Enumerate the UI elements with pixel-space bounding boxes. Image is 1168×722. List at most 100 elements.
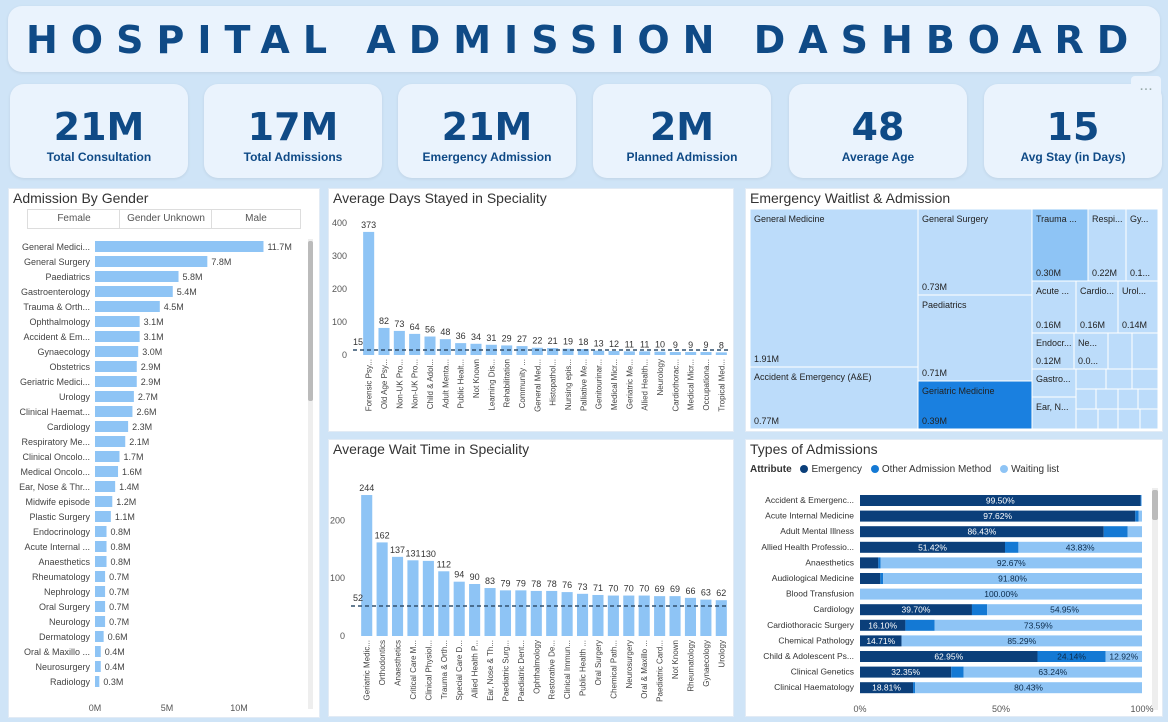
bar [95, 646, 101, 657]
y-tick-label: 0 [342, 350, 347, 360]
category-label: Cardiology [47, 422, 91, 432]
kpi-label: Total Admissions [243, 150, 343, 164]
filter-female[interactable]: Female [27, 209, 121, 229]
bar [623, 351, 635, 355]
category-label: Orthodontics [378, 640, 387, 685]
bar [669, 596, 681, 636]
bar [95, 526, 107, 537]
category-label: Radiology [50, 677, 91, 687]
stacked-segment [860, 526, 1104, 538]
stacked-segment [1018, 541, 1142, 553]
category-label: Clinical Genetics [791, 667, 854, 677]
category-label: Accident & Emergenc... [765, 495, 854, 505]
days-panel-title: Average Days Stayed in Speciality [333, 190, 547, 206]
tile-name: General Surgery [922, 214, 989, 224]
kpi-emergency-admission[interactable]: 21M Emergency Admission [398, 84, 576, 178]
more-options-icon[interactable]: ... [1131, 76, 1161, 102]
kpi-label: Average Age [841, 150, 915, 164]
bar [562, 348, 574, 355]
stacked-segment [963, 666, 1142, 678]
data-label: 244 [359, 483, 374, 493]
stacked-segment [883, 573, 1142, 584]
stacked-segment [913, 682, 916, 694]
bar [95, 391, 134, 402]
scrollbar-thumb [308, 241, 313, 401]
data-label: 12 [609, 339, 619, 349]
data-label: 94 [454, 570, 464, 580]
data-label: 70 [608, 584, 618, 594]
category-label: Chemical Path... [609, 640, 618, 699]
data-label: 79 [516, 578, 526, 588]
data-label: 100.00% [984, 589, 1018, 599]
category-label: Gastroenterology [21, 287, 91, 297]
bar [654, 351, 666, 355]
data-label: 76 [562, 580, 572, 590]
category-label: Trauma & Orth... [23, 302, 90, 312]
bar [376, 542, 388, 636]
tile-value: 0.12M [1036, 356, 1061, 366]
stacked-segment [987, 604, 1142, 616]
bar [95, 376, 137, 387]
y-tick-label: 0 [340, 631, 345, 641]
category-label: Trauma & Orth... [440, 640, 449, 699]
category-label: Neurology [49, 617, 91, 627]
category-label: Adult Mental Illness [780, 526, 854, 536]
category-label: Public Health ... [579, 640, 588, 696]
bar [95, 346, 139, 357]
stacked-segment [951, 666, 964, 678]
data-label: 66 [685, 586, 695, 596]
bar [439, 339, 451, 355]
tile-name: Geriatric Medicine [922, 386, 995, 396]
filter-male[interactable]: Male [211, 209, 301, 229]
tile-value: 0.16M [1036, 320, 1061, 330]
stacked-segment [1141, 495, 1142, 506]
category-label: Oral & Maxillo ... [640, 640, 649, 699]
data-label: 80.43% [1014, 683, 1043, 693]
treemap-tile-small [1131, 368, 1159, 390]
treemap-tile-small [1097, 408, 1119, 430]
category-label: Anaesthetics [394, 640, 403, 686]
kpi-average-age[interactable]: 48 Average Age [789, 84, 967, 178]
category-label: Medical Micr... [610, 359, 619, 410]
category-label: Clinical Physiol... [424, 640, 433, 700]
stacked-segment [1103, 526, 1128, 538]
legend-other[interactable]: Other Admission Method [881, 464, 992, 475]
category-label: Anaesthetics [805, 557, 854, 567]
category-label: Allied Health P... [471, 640, 480, 698]
tile-value: 0.77M [754, 416, 779, 426]
category-label: General Surgery [24, 257, 91, 267]
bar [561, 592, 573, 636]
category-label: Learning Dis... [487, 359, 496, 411]
data-label: 51.42% [918, 542, 947, 552]
bar [95, 241, 264, 252]
tile-name: Gastro... [1036, 374, 1071, 384]
legend-emergency[interactable]: Emergency [811, 464, 863, 475]
bar [576, 593, 589, 636]
wait-panel: Average Wait Time in Speciality 0 100 200 2… [328, 439, 734, 717]
category-label: Critical Care M... [409, 640, 418, 700]
gender-panel: Admission By Gender Female Gender Unknow… [8, 188, 320, 718]
kpi-total-admissions[interactable]: 17M Total Admissions [204, 84, 382, 178]
kpi-planned-admission[interactable]: 2M Planned Admission [593, 84, 771, 178]
tile-name: General Medicine [754, 214, 825, 224]
treemap-tile [917, 380, 1033, 430]
stacked-segment [1127, 526, 1142, 538]
data-label: 0.6M [108, 632, 128, 642]
category-label: Neurosurgery [35, 662, 90, 672]
tile-value: 0.1... [1130, 268, 1150, 278]
data-label: 71 [593, 583, 603, 593]
treemap-tile-small [1095, 388, 1119, 410]
stacked-segment [860, 604, 972, 616]
data-label: 2.7M [138, 392, 158, 402]
category-label: Geriatric Medici... [20, 377, 90, 387]
stacked-segment [1135, 510, 1139, 522]
tile-value: 0.73M [922, 282, 947, 292]
tile-name: Trauma ... [1036, 214, 1077, 224]
data-label: 91.80% [998, 574, 1027, 584]
legend-waiting[interactable]: Waiting list [1011, 464, 1060, 475]
data-label: 69 [670, 584, 680, 594]
category-label: Paediatrics [45, 272, 90, 282]
stacked-segment [915, 682, 1142, 694]
kpi-total-consultation[interactable]: 21M Total Consultation [10, 84, 188, 178]
bar [638, 595, 650, 636]
